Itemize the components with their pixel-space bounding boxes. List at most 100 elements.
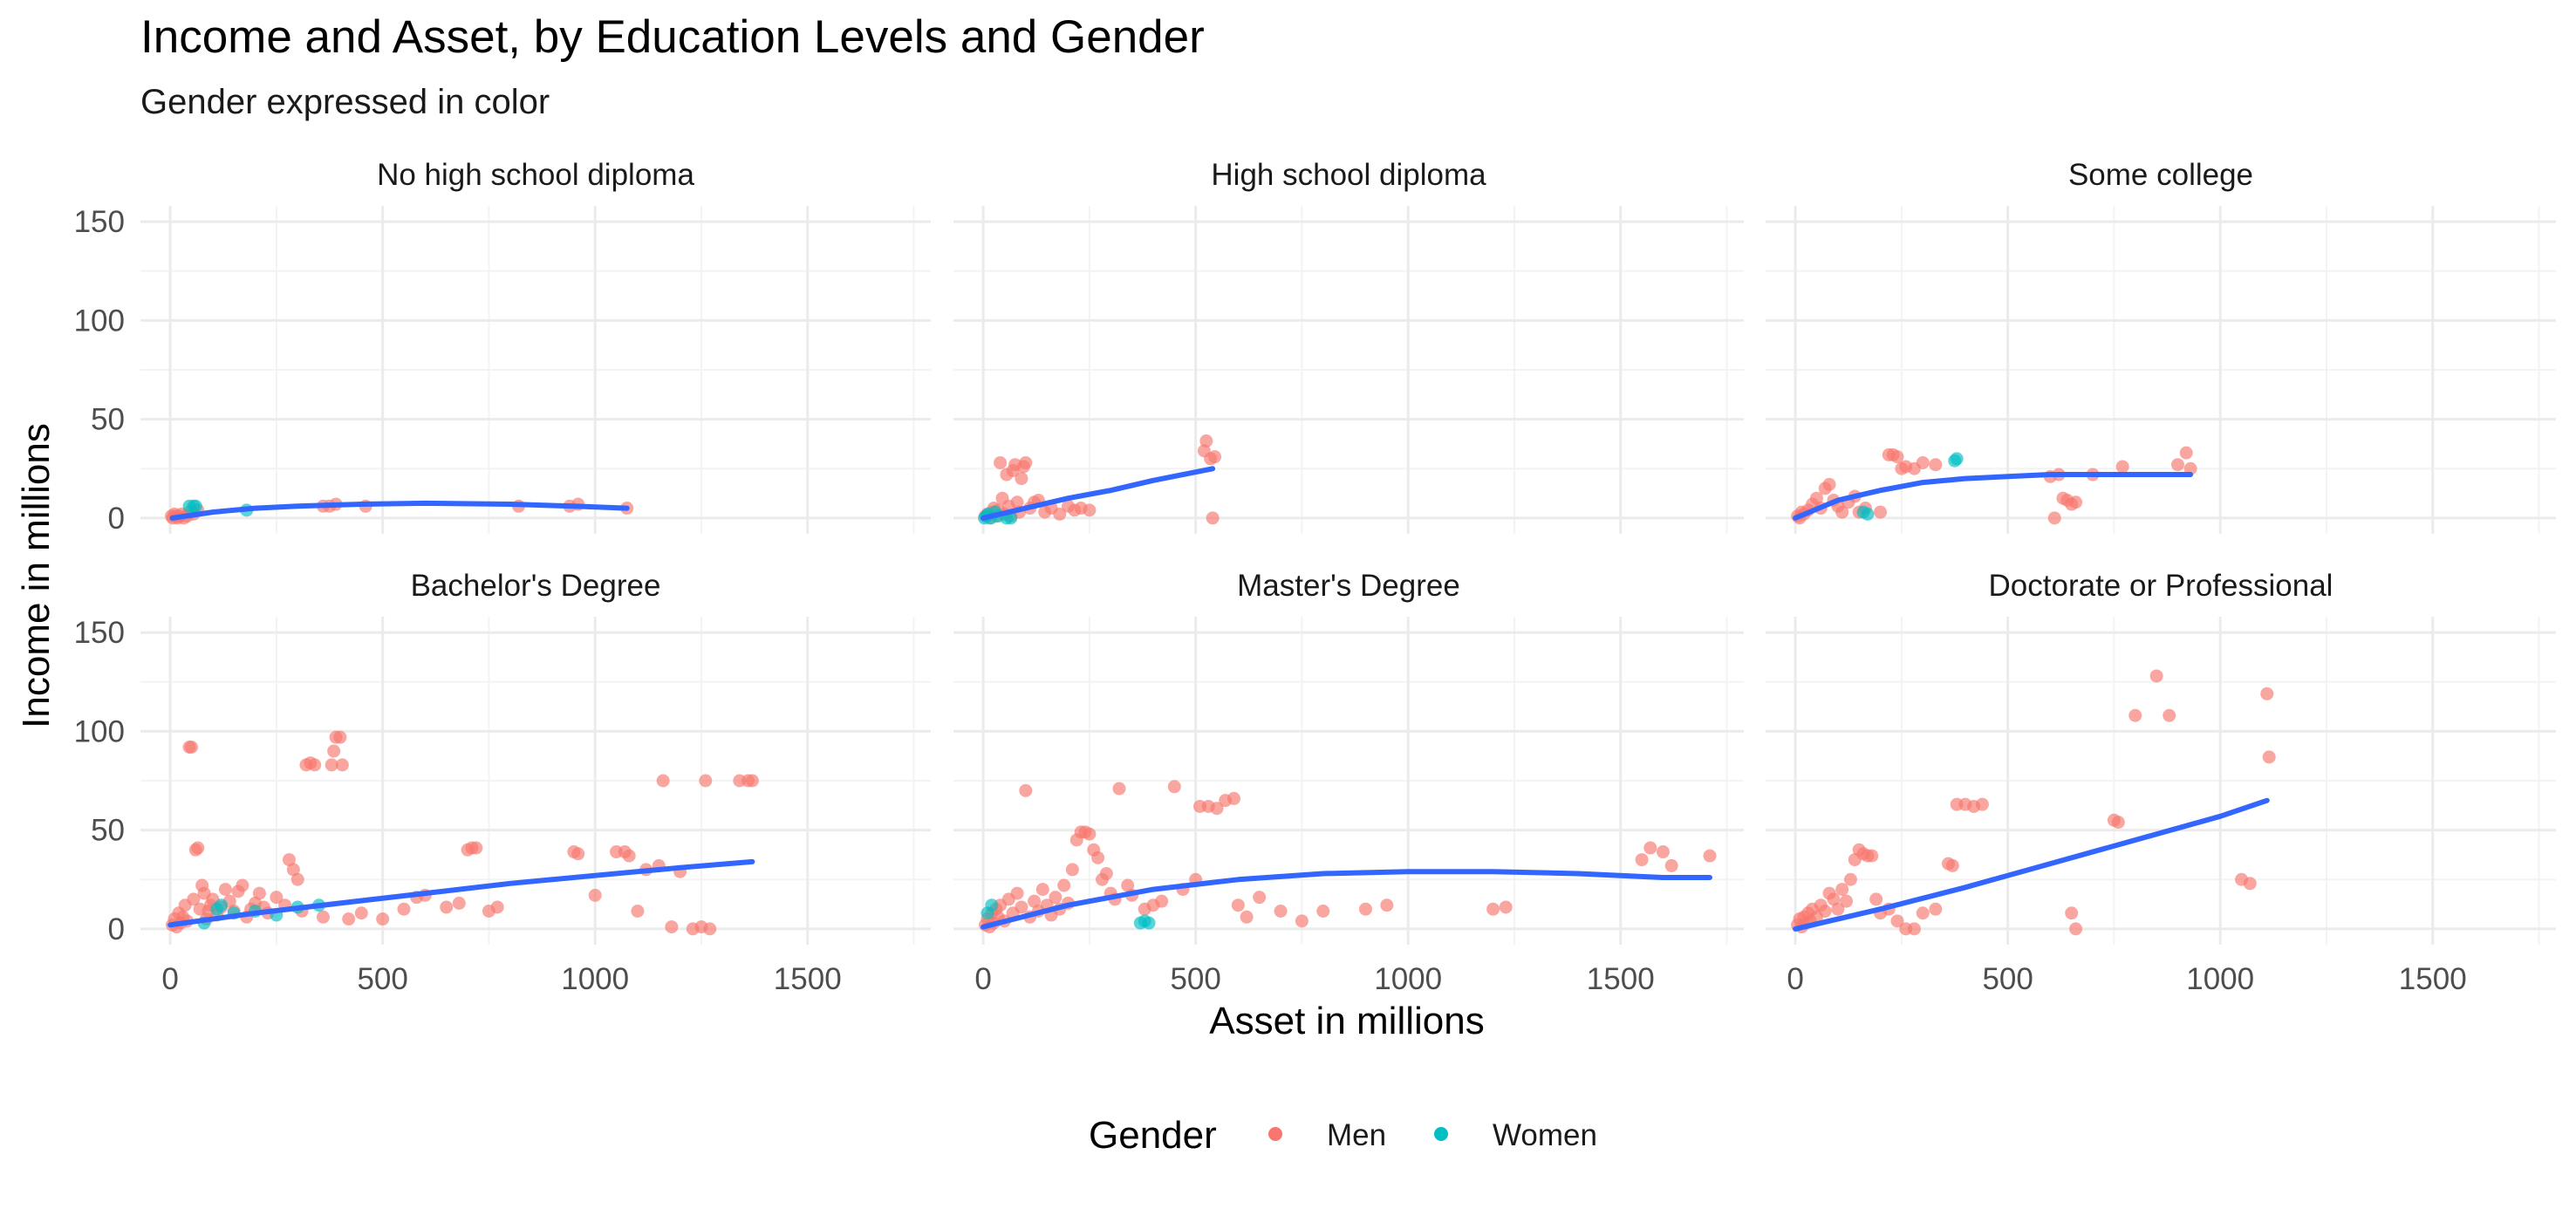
point-men <box>699 774 713 788</box>
point-men <box>2128 708 2142 722</box>
point-men <box>2243 877 2257 891</box>
point-men <box>1112 782 1126 796</box>
point-men <box>1316 904 1330 918</box>
smooth-line <box>1793 797 2270 932</box>
point-men <box>1057 878 1071 892</box>
point-men <box>1643 841 1657 855</box>
point-men <box>1155 894 1169 908</box>
legend-key-women <box>1434 1127 1448 1141</box>
point-men <box>2047 511 2061 525</box>
point-men <box>1015 900 1028 914</box>
x-tick-label: 1000 <box>1374 962 1442 996</box>
point-men <box>286 863 300 877</box>
point-men <box>1499 900 1513 914</box>
point-men <box>1035 883 1049 897</box>
point-men <box>1019 783 1033 797</box>
point-men <box>2179 446 2193 460</box>
legend-label-men: Men <box>1327 1118 1386 1152</box>
point-men <box>1890 914 1904 928</box>
point-men <box>490 900 504 914</box>
x-tick-label: 0 <box>974 962 991 996</box>
smooth-line <box>167 858 755 928</box>
point-men <box>1358 902 1372 916</box>
smooth-line <box>1793 472 2194 521</box>
smooth-line <box>981 869 1712 930</box>
point-men <box>1380 898 1394 912</box>
point-men <box>1065 863 1079 877</box>
chart-title: Income and Asset, by Education Levels an… <box>140 11 1205 63</box>
point-men <box>333 730 347 744</box>
point-men <box>354 906 368 920</box>
point-men <box>1916 906 1930 920</box>
smooth-line <box>981 466 1216 521</box>
point-men <box>2065 906 2079 920</box>
x-tick-label: 500 <box>1170 962 1220 996</box>
point-men <box>327 744 341 758</box>
x-tick-label: 0 <box>161 962 178 996</box>
x-tick-label: 1500 <box>774 962 842 996</box>
point-men <box>2262 750 2276 764</box>
point-men <box>1827 892 1841 906</box>
point-men <box>316 910 330 924</box>
point-men <box>1049 891 1063 905</box>
point-men <box>1822 477 1836 491</box>
x-tick-label: 500 <box>1982 962 2033 996</box>
point-men <box>290 872 304 886</box>
point-men <box>2170 458 2184 472</box>
point-women <box>1142 916 1156 930</box>
point-men <box>1843 872 1857 886</box>
x-tick-label: 1500 <box>2399 962 2467 996</box>
point-men <box>1019 455 1033 469</box>
point-men <box>325 758 338 772</box>
y-tick-label: 0 <box>108 912 125 946</box>
point-men <box>994 455 1008 469</box>
y-tick-label: 0 <box>108 502 125 536</box>
point-men <box>1486 902 1500 916</box>
point-men <box>2115 460 2129 474</box>
point-men <box>376 912 390 926</box>
point-women <box>1948 454 1962 468</box>
point-men <box>1635 853 1649 867</box>
point-men <box>1703 849 1717 863</box>
point-men <box>622 849 636 863</box>
point-men <box>1835 505 1849 519</box>
point-men <box>1869 892 1883 906</box>
point-men <box>218 883 232 897</box>
facet-panel: Doctorate or Professional 0 500 1000 1500 <box>1766 569 2556 996</box>
point-men <box>1945 858 1959 872</box>
point-men <box>184 740 198 754</box>
point-men <box>187 892 201 906</box>
point-men <box>1240 910 1254 924</box>
point-men <box>1099 866 1113 880</box>
facet-strip-label: Doctorate or Professional <box>1989 569 2333 603</box>
x-tick-label: 500 <box>357 962 407 996</box>
point-men <box>2163 708 2176 722</box>
point-men <box>1916 455 1930 469</box>
point-men <box>1835 883 1849 897</box>
facet-panel: Master's Degree 0 500 1000 1500 <box>953 569 1744 996</box>
point-men <box>1121 878 1135 892</box>
facet-strip-label: Some college <box>2068 158 2253 192</box>
point-men <box>1818 904 1832 918</box>
point-men <box>1227 791 1240 805</box>
point-men <box>703 922 717 936</box>
point-men <box>1809 491 1823 505</box>
facet-strip-label: No high school diploma <box>377 158 694 192</box>
y-tick-label: 150 <box>74 205 125 239</box>
x-tick-label: 0 <box>1787 962 1803 996</box>
legend-key-men <box>1268 1127 1282 1141</box>
point-men <box>2069 495 2083 509</box>
point-men <box>1975 797 1989 811</box>
point-men <box>1664 858 1678 872</box>
point-men <box>1053 507 1067 521</box>
y-tick-label: 150 <box>74 616 125 650</box>
chart-subtitle: Gender expressed in color <box>140 83 550 121</box>
point-men <box>588 888 602 902</box>
point-men <box>1091 850 1105 864</box>
point-men <box>1929 902 1943 916</box>
point-men <box>452 896 466 910</box>
point-men <box>2260 686 2274 700</box>
point-men <box>191 841 205 855</box>
y-tick-label: 50 <box>91 814 125 848</box>
